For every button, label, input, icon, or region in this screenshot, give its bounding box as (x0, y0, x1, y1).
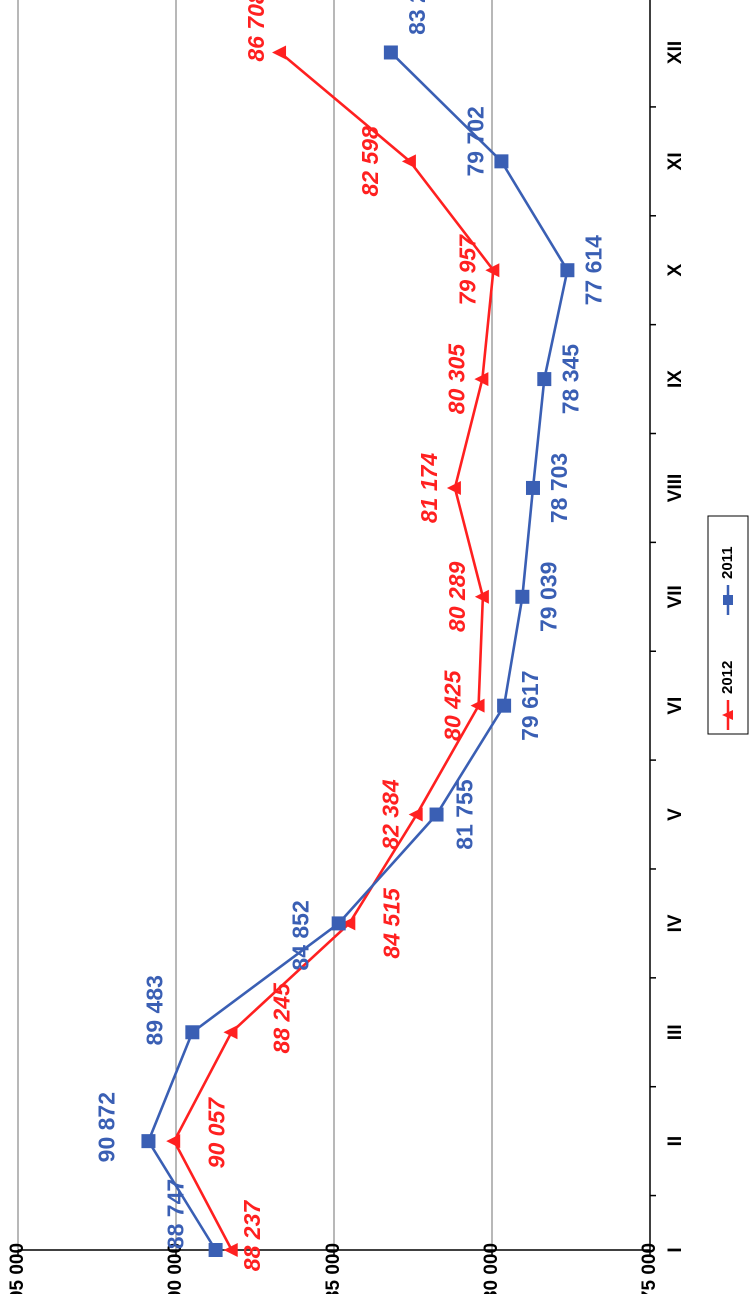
data-point-2012 (401, 154, 416, 169)
legend-box (707, 515, 749, 735)
legend-label-2011: 2011 (719, 546, 736, 579)
y-tick-label: 95 000 (7, 1243, 28, 1294)
data-point-2011 (208, 1243, 223, 1257)
x-tick-label: VI (665, 697, 686, 715)
data-label-2011: 78 345 (557, 344, 583, 415)
data-point-2011 (185, 1025, 200, 1040)
x-tick-label: IV (665, 914, 686, 932)
data-label-2012: 81 174 (416, 453, 442, 524)
y-tick-label: 85 000 (323, 1243, 344, 1294)
legend: 2012 2011 (707, 515, 749, 735)
series-layer (141, 45, 575, 1257)
data-label-2012: 79 957 (454, 234, 480, 306)
data-point-2011 (537, 372, 552, 387)
data-labels-layer: 88 237 90 057 88 245 84 515 82 384 80 425 80 2… (94, 0, 607, 1271)
data-label-2011: 78 703 (546, 453, 572, 523)
series-line-2011 (146, 51, 569, 1251)
data-point-2011 (560, 263, 575, 278)
data-point-2012 (223, 1243, 238, 1257)
data-point-2011 (515, 589, 530, 604)
x-tick-label: XI (665, 152, 686, 170)
x-tick-label: VIII (665, 474, 686, 503)
data-point-2012 (485, 263, 500, 278)
data-point-2012 (470, 698, 485, 713)
data-point-2012 (272, 45, 287, 60)
data-label-2011: 83 2 (404, 0, 430, 35)
data-label-2011: 88 747 (163, 1179, 189, 1249)
legend-marker-2012 (722, 710, 733, 720)
data-label-2012: 80 425 (440, 669, 466, 741)
y-tick-label: 75 000 (639, 1243, 660, 1294)
series-line-2012 (172, 51, 495, 1251)
data-label-2012: 90 057 (203, 1097, 229, 1169)
data-label-2011: 79 617 (517, 670, 543, 740)
x-tick-label: VII (665, 585, 686, 608)
data-label-2011: 77 614 (580, 235, 606, 306)
data-label-2011: 79 039 (535, 562, 561, 632)
data-point-2012 (341, 916, 356, 931)
x-tick-label: II (665, 1136, 686, 1147)
data-point-2012 (166, 1134, 181, 1149)
data-label-2012: 84 515 (378, 887, 404, 959)
data-label-2011: 81 755 (452, 779, 478, 850)
data-point-2012 (408, 807, 423, 822)
data-point-2011 (525, 480, 540, 495)
x-tick-label: IX (665, 370, 686, 388)
data-label-2012: 82 598 (357, 126, 383, 197)
axes (17, 0, 656, 1256)
data-point-2011 (141, 1134, 156, 1149)
data-label-2011: 90 872 (94, 1092, 120, 1162)
data-label-2011: 79 702 (462, 106, 488, 176)
gridlines (17, 0, 493, 1250)
data-point-2012 (474, 372, 489, 387)
data-point-2011 (331, 916, 346, 931)
y-tick-label: 90 000 (165, 1243, 186, 1294)
data-point-2011 (429, 807, 444, 822)
data-label-2012: 88 237 (239, 1200, 265, 1272)
y-tick-labels: 75 000 80 000 85 000 90 000 95 000 (7, 1243, 660, 1294)
data-point-2011 (497, 698, 512, 713)
data-point-2011 (494, 154, 509, 169)
data-label-2011: 84 852 (288, 900, 314, 970)
data-label-2012: 86 708 (243, 0, 269, 62)
data-point-2012 (223, 1025, 238, 1040)
data-point-2012 (474, 589, 489, 604)
x-tick-label: X (665, 264, 686, 277)
data-label-2012: 80 305 (443, 343, 469, 415)
data-label-2011: 89 483 (141, 975, 167, 1045)
data-label-2012: 80 289 (444, 561, 470, 632)
data-label-2012: 88 245 (269, 982, 295, 1054)
data-point-2012 (446, 480, 461, 495)
y-tick-label: 80 000 (481, 1243, 502, 1294)
x-tick-label: I (665, 1247, 686, 1252)
data-point-2011 (383, 45, 398, 60)
legend-label-2012: 2012 (719, 661, 736, 694)
x-tick-label: V (665, 808, 686, 821)
legend-marker-2011 (723, 595, 733, 605)
x-tick-label: XII (665, 41, 686, 64)
data-label-2012: 82 384 (378, 779, 404, 850)
x-tick-label: III (665, 1024, 686, 1040)
